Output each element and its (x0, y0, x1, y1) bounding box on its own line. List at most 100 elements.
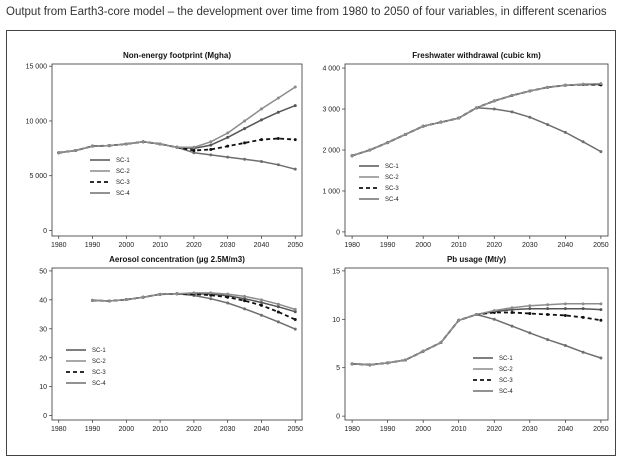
data-point-sc-2 (74, 149, 78, 153)
data-point-sc-3 (293, 318, 297, 322)
data-point-sc-2 (457, 318, 461, 322)
data-point-sc-3 (510, 311, 514, 315)
x-tick-label: 2000 (119, 426, 135, 433)
data-point-sc-2 (141, 295, 145, 299)
data-point-sc-2 (368, 148, 372, 152)
data-point-sc-2 (528, 89, 532, 93)
data-point-sc-2 (226, 131, 230, 135)
data-point-sc-4 (243, 157, 247, 161)
data-point-sc-2 (57, 151, 61, 155)
x-tick-label: 2050 (593, 242, 609, 249)
data-point-sc-4 (226, 155, 230, 159)
plot-area (344, 63, 609, 237)
data-point-sc-4 (259, 313, 263, 317)
data-point-sc-2 (175, 292, 179, 296)
plot-area (51, 63, 303, 237)
x-tick-label: 2040 (558, 242, 574, 249)
series-line-sc-2 (351, 82, 601, 157)
data-point-sc-4 (599, 356, 603, 360)
data-point-sc-1 (259, 118, 263, 122)
y-tick-label: 4 000 (322, 66, 340, 73)
plot-area (344, 267, 609, 421)
data-point-sc-2 (192, 291, 196, 295)
data-point-sc-2 (546, 85, 550, 89)
legend-label: SC-2 (92, 359, 106, 365)
legend-label: SC-4 (116, 191, 130, 197)
x-tick-label: 2000 (119, 242, 135, 249)
y-tick-label: 0 (336, 414, 340, 421)
y-tick-label: 2 000 (322, 148, 340, 155)
y-tick-label: 5 (336, 365, 340, 372)
legend-label: SC-3 (92, 370, 106, 376)
data-point-sc-4 (209, 297, 213, 301)
data-point-sc-4 (546, 338, 550, 342)
data-point-sc-2 (158, 292, 162, 296)
x-tick-label: 1980 (344, 242, 360, 249)
x-tick-label: 1990 (380, 426, 396, 433)
data-point-sc-2 (91, 298, 95, 302)
y-tick-label: 10 (39, 384, 47, 391)
series-line-sc-3 (92, 292, 296, 321)
data-point-sc-2 (368, 363, 372, 367)
chart-pb-usage: Pb usage (Mt/y) 1980 1990 2000 2010 2020 2030 2… (332, 255, 609, 433)
data-point-sc-4 (581, 350, 585, 354)
series-line-sc-1 (352, 307, 601, 366)
y-tick-label: 15 (332, 268, 340, 275)
series-line-sc-2 (352, 303, 601, 366)
data-point-sc-2 (192, 145, 196, 149)
data-point-sc-4 (243, 307, 247, 311)
data-point-sc-2 (243, 294, 247, 298)
data-point-sc-1 (528, 307, 532, 311)
y-tick-label: 50 (39, 268, 47, 275)
data-point-sc-2 (259, 107, 263, 111)
series-line-sc-2 (58, 86, 296, 154)
x-tick-label: 2040 (254, 426, 270, 433)
data-point-sc-2 (475, 312, 478, 316)
data-point-sc-3 (209, 293, 213, 297)
legend-label: SC-1 (499, 356, 513, 362)
data-point-sc-1 (209, 143, 213, 147)
data-point-sc-2 (175, 145, 179, 149)
x-tick-label: 2040 (254, 242, 270, 249)
data-point-sc-2 (259, 298, 263, 302)
data-point-sc-2 (350, 154, 354, 158)
data-point-sc-4 (581, 140, 585, 144)
data-point-sc-4 (510, 324, 514, 328)
x-tick-label: 2010 (451, 426, 467, 433)
data-point-sc-2 (293, 85, 297, 89)
data-point-sc-2 (276, 96, 280, 100)
x-tick-label: 2030 (220, 242, 236, 249)
data-point-sc-3 (209, 147, 213, 151)
y-tick-label: 10 000 (26, 118, 48, 125)
plot-area (51, 267, 303, 421)
data-point-sc-3 (226, 295, 230, 299)
legend-label: SC-3 (116, 180, 130, 186)
chart-title: Freshwater withdrawal (cubic km) (412, 51, 541, 60)
data-point-sc-1 (276, 110, 280, 114)
data-point-sc-4 (209, 153, 213, 157)
data-point-sc-4 (226, 301, 230, 305)
data-point-sc-1 (581, 307, 585, 311)
data-point-sc-2 (439, 341, 443, 345)
data-point-sc-2 (226, 292, 230, 296)
x-tick-label: 2020 (186, 426, 202, 433)
data-point-sc-2 (91, 144, 95, 148)
chart-title: Aerosol concentration (µg 2.5M/m3) (109, 255, 245, 264)
data-point-sc-2 (209, 291, 213, 295)
chart-freshwater-withdrawal: Freshwater withdrawal (cubic km) 1980 1990… (322, 51, 609, 249)
data-point-sc-2 (475, 106, 478, 110)
series-line-sc-3 (352, 311, 602, 366)
x-tick-label: 1990 (85, 426, 101, 433)
data-point-sc-2 (293, 307, 297, 311)
data-point-sc-2 (421, 124, 425, 128)
data-point-sc-2 (439, 120, 443, 124)
data-point-sc-2 (599, 302, 603, 306)
legend-label: SC-1 (385, 164, 399, 170)
data-point-sc-4 (276, 320, 280, 324)
data-point-sc-3 (192, 149, 196, 153)
data-point-sc-2 (386, 361, 390, 365)
x-tick-label: 2050 (287, 426, 303, 433)
data-point-sc-4 (293, 327, 297, 331)
series-line-sc-3 (351, 83, 601, 157)
data-point-sc-2 (599, 82, 603, 86)
